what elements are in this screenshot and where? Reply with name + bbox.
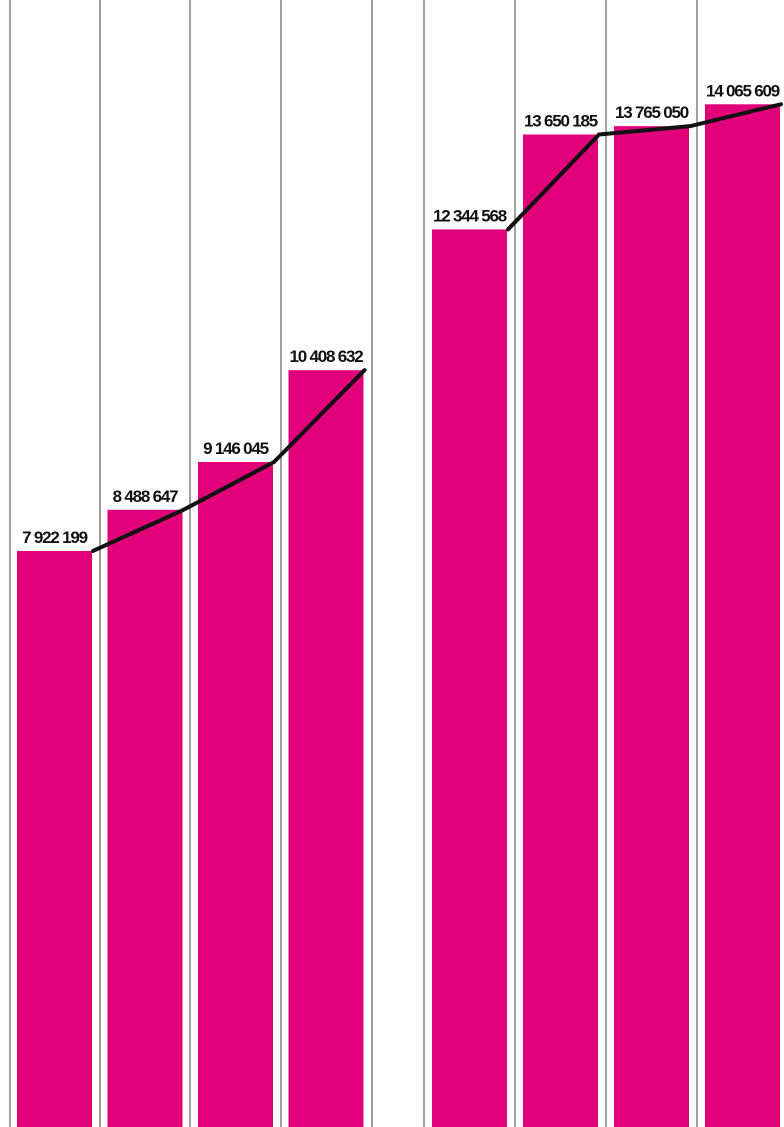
value-label: 9 146 045 (203, 439, 269, 458)
value-label: 10 408 632 (289, 347, 363, 366)
bar (705, 104, 780, 1127)
trend-line (91, 102, 783, 553)
bar (432, 229, 507, 1127)
bar (198, 461, 273, 1127)
bar (17, 550, 92, 1127)
bar (523, 134, 598, 1127)
value-label: 14 065 609 (706, 81, 780, 100)
value-label: 7 922 199 (22, 528, 88, 547)
column-dividers (9, 0, 698, 1127)
bar (288, 370, 364, 1127)
bar (614, 126, 689, 1127)
value-label: 13 650 185 (524, 111, 598, 130)
value-label: 13 765 050 (615, 103, 689, 122)
value-label: 8 488 647 (113, 487, 179, 506)
value-label: 12 344 568 (433, 206, 507, 225)
bar (107, 509, 183, 1127)
